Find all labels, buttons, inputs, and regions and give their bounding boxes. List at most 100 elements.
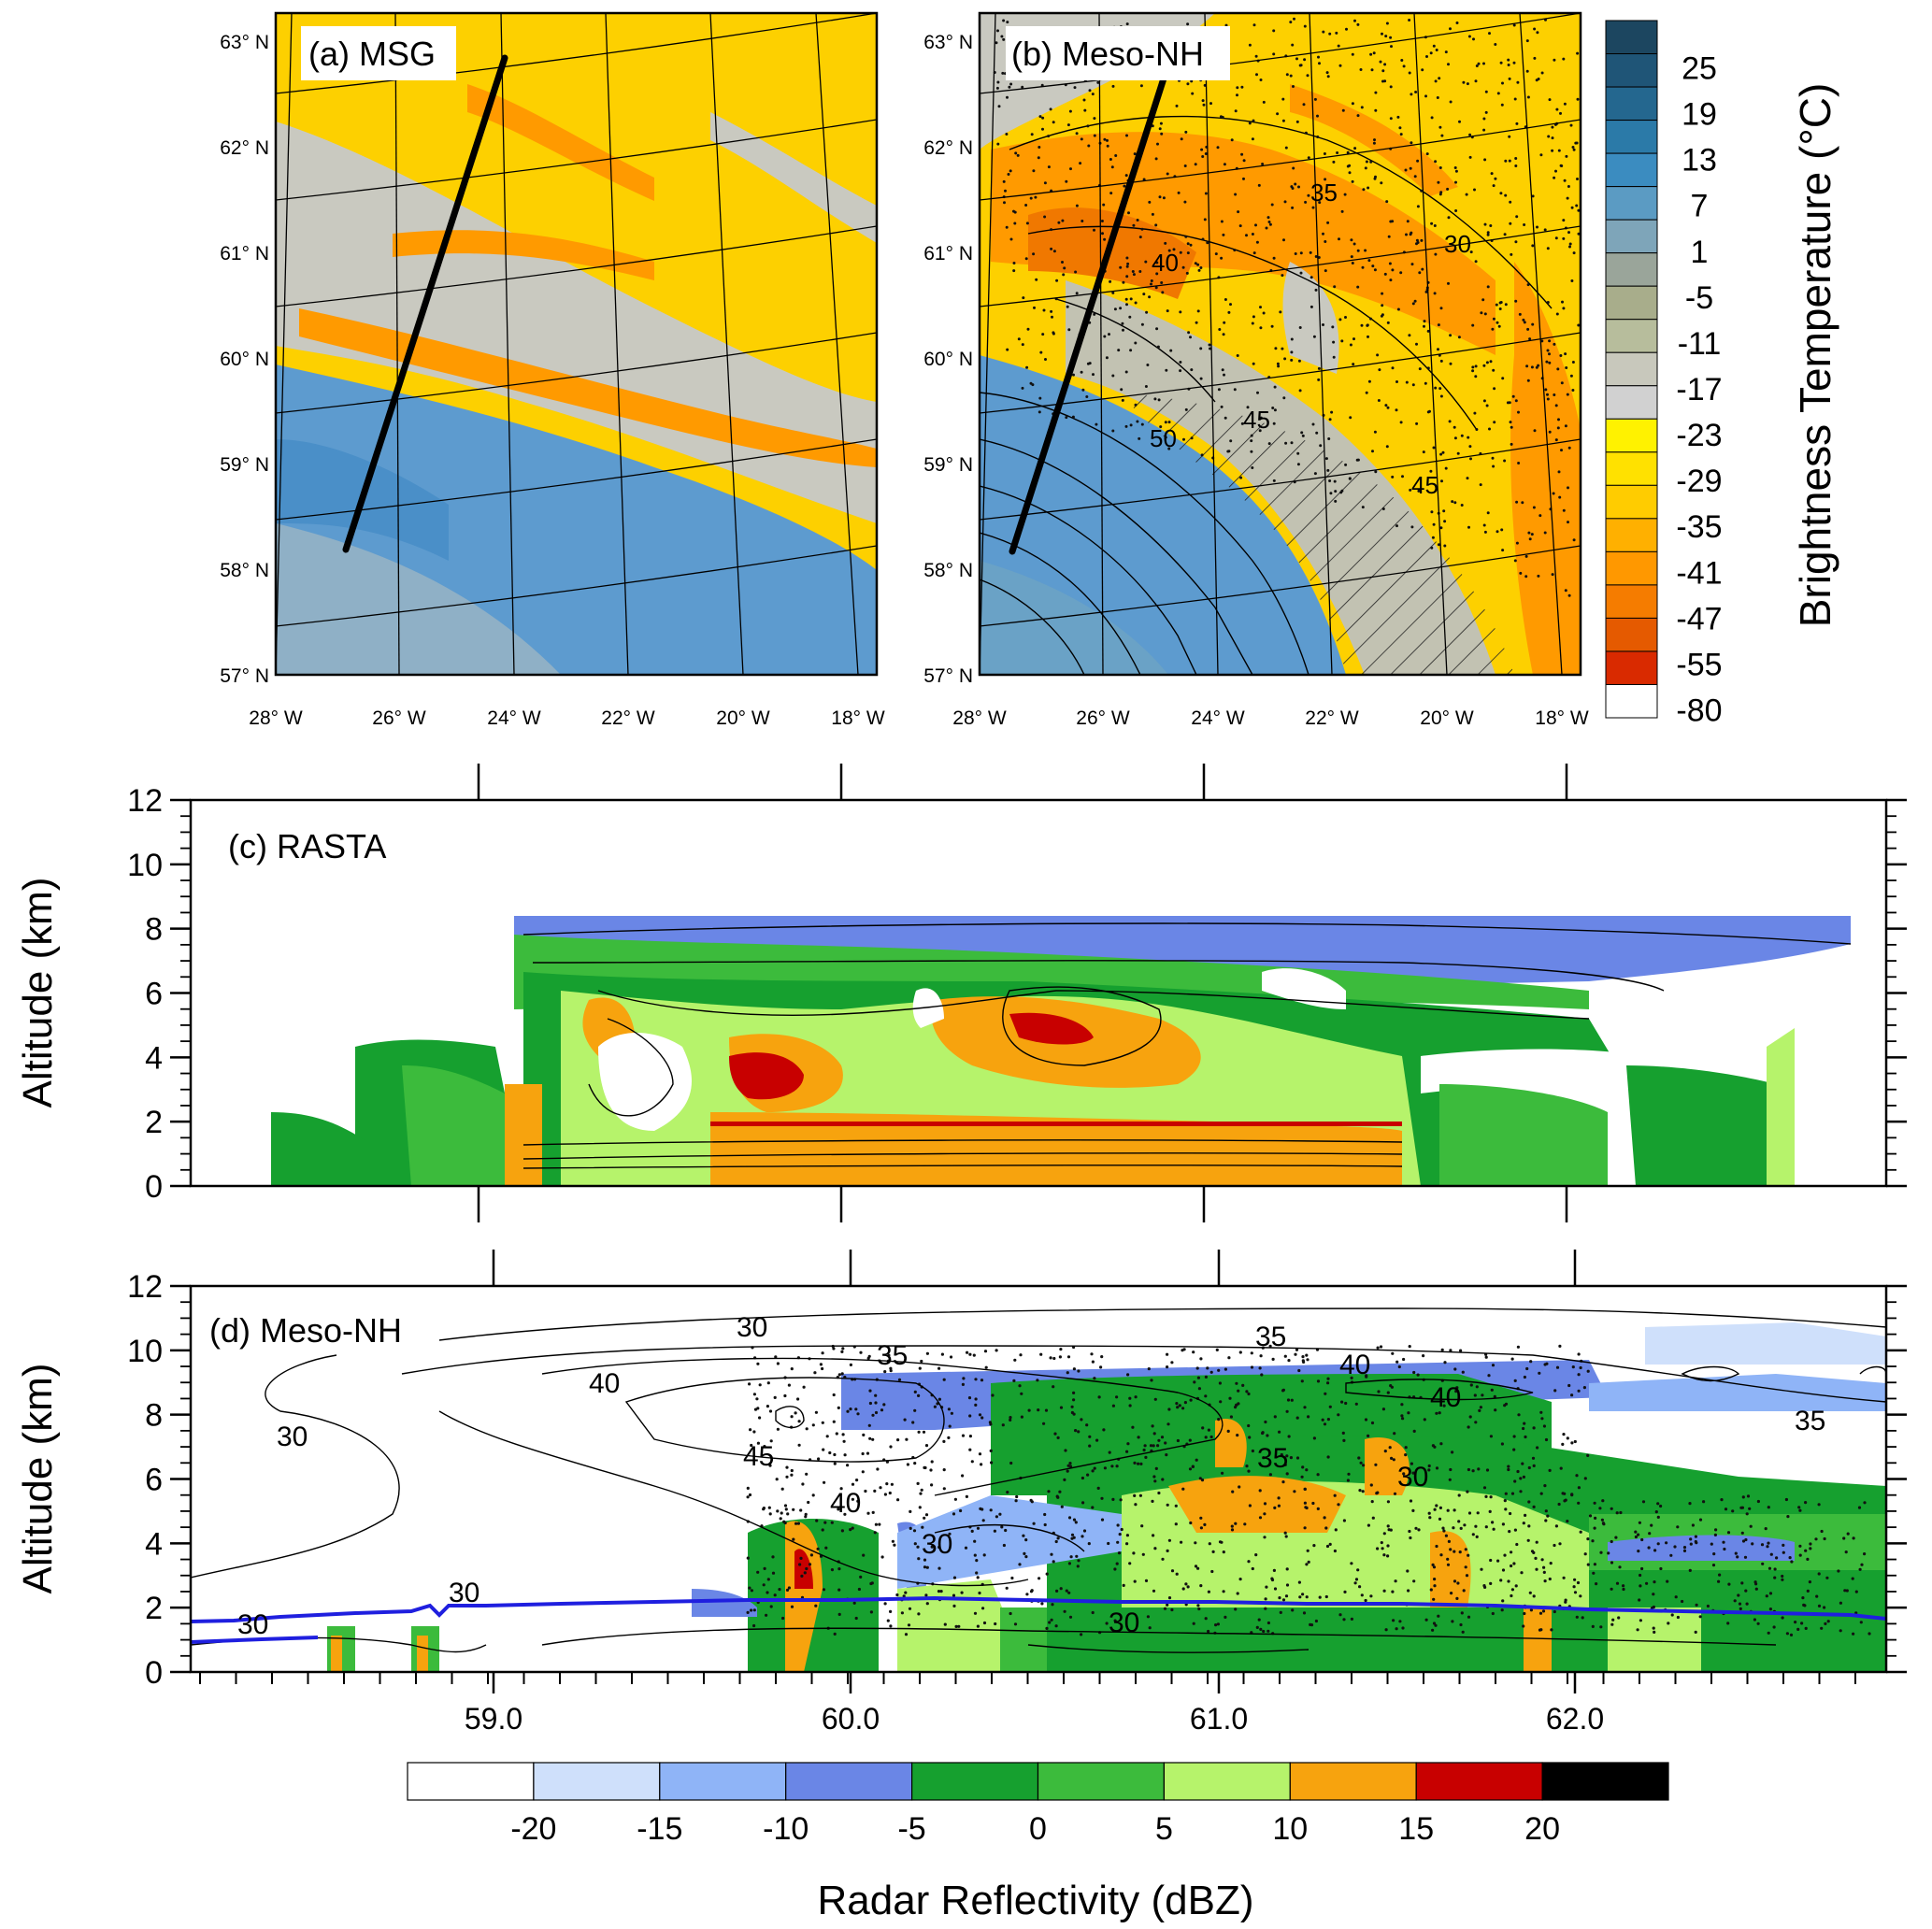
- stipple-dot: [1190, 368, 1194, 372]
- stipple-dot: [1052, 1356, 1056, 1361]
- stipple-dot: [773, 1395, 777, 1399]
- y-tick-label: 4: [145, 1526, 163, 1562]
- stipple-dot: [1052, 121, 1055, 124]
- stipple-dot: [1323, 1422, 1327, 1426]
- stipple-dot: [1407, 1411, 1410, 1415]
- stipple-dot: [1087, 1542, 1091, 1546]
- stipple-dot: [1496, 1559, 1500, 1563]
- panel-d-section: [191, 1286, 1886, 1672]
- stipple-dot: [1568, 245, 1571, 249]
- stipple-dot: [1303, 1526, 1307, 1530]
- stipple-dot: [1460, 504, 1464, 507]
- stipple-dot: [1423, 1418, 1426, 1422]
- stipple-dot: [1804, 1549, 1808, 1552]
- stipple-dot: [1359, 1461, 1363, 1465]
- stipple-dot: [1376, 1547, 1380, 1550]
- stipple-dot: [1431, 1628, 1435, 1632]
- stipple-dot: [1513, 97, 1517, 101]
- stipple-dot: [1440, 479, 1443, 483]
- stipple-dot: [1501, 1522, 1505, 1526]
- stipple-dot: [1289, 74, 1293, 78]
- stipple-dot: [1443, 1361, 1447, 1365]
- stipple-dot: [1794, 1621, 1797, 1624]
- dbz-colorbar-label: 5: [1155, 1811, 1173, 1847]
- stipple-dot: [1045, 1626, 1049, 1630]
- stipple-dot: [1091, 1610, 1095, 1615]
- stipple-dot: [1492, 184, 1496, 188]
- stipple-dot: [1024, 1555, 1028, 1559]
- stipple-dot: [1570, 1493, 1574, 1496]
- stipple-dot: [1473, 1393, 1477, 1397]
- tb-colorbar-swatch: [1605, 351, 1658, 387]
- stipple-dot: [1081, 388, 1085, 392]
- stipple-dot: [1228, 1396, 1232, 1400]
- stipple-dot: [763, 1566, 766, 1570]
- stipple-dot: [1782, 1550, 1785, 1554]
- stipple-dot: [1348, 171, 1352, 175]
- stipple-dot: [1555, 1365, 1560, 1369]
- stipple-dot: [1018, 1384, 1022, 1388]
- stipple-dot: [1634, 1530, 1638, 1534]
- stipple-dot: [1454, 209, 1458, 212]
- stipple-dot: [1272, 479, 1276, 482]
- svg-text:40: 40: [589, 1368, 620, 1399]
- stipple-dot: [1166, 1422, 1170, 1426]
- stipple-dot: [1440, 134, 1444, 137]
- stipple-dot: [837, 1373, 841, 1377]
- stipple-dot: [1460, 1611, 1464, 1615]
- stipple-dot: [1561, 300, 1564, 304]
- stipple-dot: [1577, 1486, 1581, 1490]
- stipple-dot: [1362, 188, 1366, 192]
- stipple-dot: [1411, 383, 1415, 387]
- stipple-dot: [972, 1353, 976, 1357]
- stipple-dot: [1140, 1524, 1144, 1528]
- stipple-dot: [1482, 399, 1486, 403]
- stipple-dot: [849, 1363, 853, 1366]
- stipple-dot: [837, 1567, 841, 1571]
- stipple-dot: [794, 1411, 797, 1415]
- stipple-dot: [1401, 1626, 1405, 1630]
- svg-text:20° W: 20° W: [716, 707, 770, 729]
- stipple-dot: [1080, 1535, 1084, 1538]
- stipple-dot: [1262, 311, 1266, 315]
- stipple-dot: [1342, 1438, 1346, 1442]
- stipple-dot: [1722, 1540, 1725, 1544]
- stipple-dot: [1653, 1580, 1656, 1584]
- stipple-dot: [805, 1427, 809, 1431]
- stipple-dot: [1471, 323, 1475, 327]
- svg-text:30: 30: [237, 1609, 268, 1640]
- stipple-dot: [882, 1403, 886, 1407]
- stipple-dot: [1204, 1394, 1208, 1398]
- stipple-dot: [1561, 1442, 1565, 1446]
- stipple-dot: [1105, 356, 1109, 360]
- y-tick-label: 0: [145, 1169, 163, 1205]
- stipple-dot: [748, 1493, 752, 1497]
- stipple-dot: [1411, 1471, 1415, 1475]
- stipple-dot: [1386, 1554, 1390, 1558]
- stipple-dot: [864, 1489, 867, 1493]
- stipple-dot: [1537, 78, 1540, 80]
- stipple-dot: [1086, 362, 1090, 365]
- stipple-dot: [1202, 103, 1206, 107]
- stipple-dot: [1510, 1492, 1515, 1495]
- stipple-dot: [1124, 174, 1128, 178]
- stipple-dot: [1454, 180, 1457, 184]
- stipple-dot: [1300, 1379, 1304, 1383]
- stipple-dot: [1324, 178, 1327, 181]
- stipple-dot: [1127, 211, 1130, 215]
- stipple-dot: [1398, 126, 1402, 130]
- stipple-dot: [1746, 1494, 1751, 1498]
- stipple-dot: [1070, 1536, 1074, 1540]
- stipple-dot: [1452, 1526, 1455, 1530]
- stipple-dot: [1456, 1581, 1460, 1585]
- stipple-dot: [1174, 1504, 1178, 1507]
- stipple-dot: [1529, 1360, 1533, 1364]
- svg-text:45: 45: [1243, 406, 1270, 434]
- stipple-dot: [1448, 420, 1452, 423]
- stipple-dot: [1311, 206, 1315, 209]
- stipple-dot: [871, 1413, 875, 1417]
- stipple-dot: [1146, 364, 1150, 366]
- stipple-dot: [1113, 1567, 1117, 1571]
- stipple-dot: [1175, 104, 1179, 107]
- stipple-dot: [1065, 1589, 1068, 1593]
